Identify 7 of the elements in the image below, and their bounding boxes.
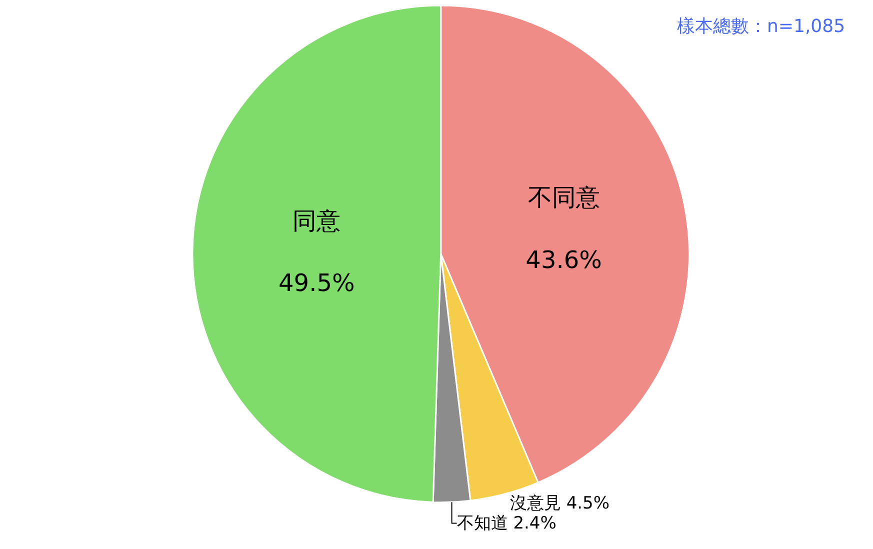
slice-label: 沒意見 4.5% bbox=[510, 493, 610, 514]
slice-label: 不知道 2.4% bbox=[456, 513, 556, 534]
data-label: 49.5% bbox=[278, 269, 355, 298]
data-label: 43.6% bbox=[526, 246, 602, 274]
slice-label: 不同意 bbox=[528, 184, 600, 212]
slice-label: 同意 bbox=[292, 206, 341, 235]
text: 樣本總數：n=1,085 bbox=[677, 16, 846, 37]
